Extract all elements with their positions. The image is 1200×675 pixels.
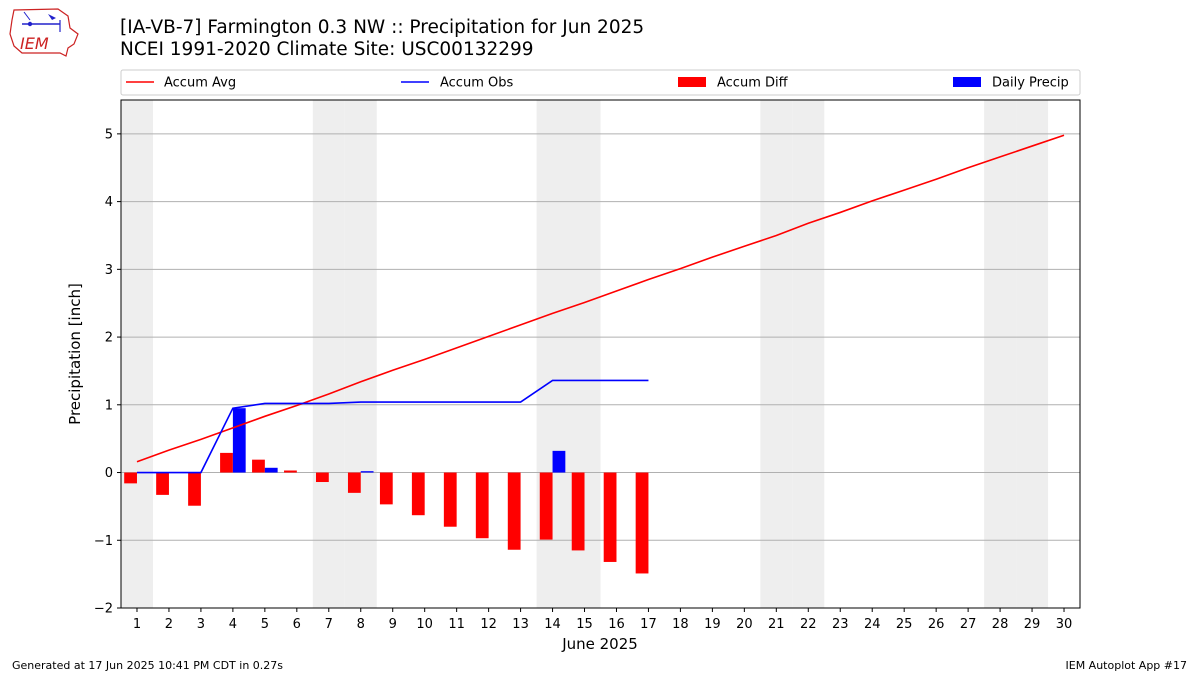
x-tick-label: 24 [864,617,881,632]
y-tick-label: 1 [105,398,113,413]
daily-precip-bar-14 [552,450,566,473]
x-tick-label: 26 [928,617,945,632]
x-tick-label: 2 [165,617,173,632]
daily-precip-bar-5 [264,467,278,473]
x-tick-label: 17 [640,617,657,632]
x-tick-label: 19 [704,617,721,632]
generated-note: Generated at 17 Jun 2025 10:41 PM CDT in… [12,659,284,672]
bars [124,408,649,574]
accum-diff-bar-5 [252,459,265,473]
accum-diff-bar-16 [603,472,617,562]
weekend-band-1 [121,100,153,608]
accum-diff-bar-6 [284,470,297,473]
x-axis-label: June 2025 [561,635,638,653]
x-tick-label: 28 [992,617,1009,632]
accum-diff-bar-9 [379,472,393,505]
y-tick-label: −1 [94,534,113,549]
x-tick-label: 18 [672,617,689,632]
accum-diff-bar-13 [507,472,521,550]
x-tick-label: 5 [261,617,269,632]
legend-label-accum-obs: Accum Obs [440,76,513,91]
y-tick-label: 2 [105,331,113,346]
x-tick-label: 1 [133,617,141,632]
x-tick-label: 12 [480,617,497,632]
daily-precip-bar-8 [360,471,374,473]
x-tick-label: 6 [293,617,301,632]
x-tick-label: 4 [229,617,237,632]
accum-diff-bar-1 [124,472,137,484]
weekend-band-29 [1016,100,1049,608]
title-line-2: NCEI 1991-2020 Climate Site: USC00132299 [120,39,534,60]
plot-frame [120,99,1081,609]
y-tick-label: 5 [105,127,113,142]
weekend-band-7 [312,100,345,608]
y-axis-ticks: −2 −1 0 1 2 3 4 5 [94,127,121,617]
x-tick-label: 9 [389,617,397,632]
x-tick-label: 21 [768,617,785,632]
legend-label-daily-precip: Daily Precip [992,76,1069,91]
accum-diff-bar-17 [635,472,649,574]
x-tick-label: 30 [1056,617,1073,632]
logo-text: IEM [20,34,49,53]
x-tick-label: 22 [800,617,817,632]
x-tick-label: 13 [512,617,529,632]
y-tick-label: 4 [105,195,113,210]
x-tick-label: 16 [608,617,625,632]
x-axis-ticks: 1 2 3 4 5 6 7 8 9 10 11 12 13 14 15 16 17 18 19 20 21 22 23 24 2… [133,608,1072,632]
weekend-band-8 [344,100,377,608]
x-tick-label: 7 [325,617,333,632]
y-tick-label: 0 [105,466,113,481]
lines [136,134,1065,474]
x-tick-label: 14 [544,617,561,632]
accum-diff-bar-4 [220,452,233,473]
accum-diff-bar-10 [411,472,425,516]
accum-diff-bar-14 [539,472,553,540]
x-tick-label: 25 [896,617,913,632]
accum-diff-bar-7 [315,472,329,483]
app-note: IEM Autoplot App #17 [1065,659,1188,672]
legend-swatch-daily-precip [953,77,981,87]
weekend-band-22 [792,100,825,608]
x-tick-label: 10 [416,617,433,632]
accum-diff-bar-2 [156,472,169,495]
accum-diff-bar-3 [188,472,201,506]
legend-swatch-accum-diff [678,77,706,87]
x-tick-label: 29 [1024,617,1041,632]
x-tick-label: 23 [832,617,849,632]
legend-label-accum-diff: Accum Diff [717,76,789,91]
x-tick-label: 3 [197,617,205,632]
x-tick-label: 11 [448,617,465,632]
legend-frame [120,69,1081,96]
daily-precip-bar-4 [232,408,246,473]
accum-diff-bar-8 [347,472,361,493]
x-tick-label: 20 [736,617,753,632]
accum-obs-line [136,379,649,474]
x-tick-label: 15 [576,617,593,632]
title-line-1: [IA-VB-7] Farmington 0.3 NW :: Precipita… [120,17,645,38]
accum-avg-line [136,134,1065,463]
y-tick-label: 3 [105,263,113,278]
y-axis-label: Precipitation [inch] [66,283,84,425]
accum-diff-bar-12 [475,472,489,539]
legend: Accum Avg Accum Obs Accum Diff Daily Pre… [120,69,1081,96]
x-tick-label: 27 [960,617,977,632]
legend-label-accum-avg: Accum Avg [164,76,236,91]
x-tick-label: 8 [357,617,365,632]
y-tick-label: −2 [94,602,113,617]
iem-logo: IEM [9,8,79,57]
weekend-band-21 [760,100,793,608]
accum-diff-bar-11 [443,472,457,527]
weekend-band-28 [984,100,1017,608]
accum-diff-bar-15 [571,472,585,551]
chart-title: [IA-VB-7] Farmington 0.3 NW :: Precipita… [120,17,644,61]
